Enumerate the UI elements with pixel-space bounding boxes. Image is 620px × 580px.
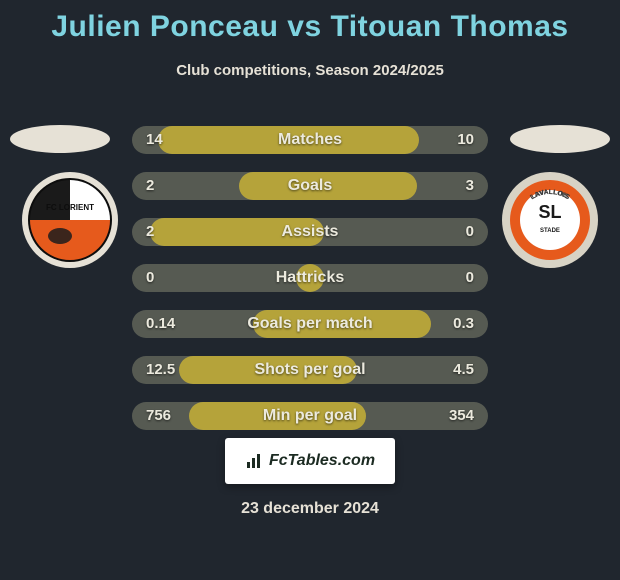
bar-fill-left — [150, 218, 310, 246]
bar-fill-left — [158, 126, 310, 154]
bar-bg-left — [132, 264, 310, 292]
stats-bars: Matches1410 Goals23 Assists20 Hattricks00 Go… — [132, 126, 488, 448]
left-club-badge: FC LORIENT — [20, 170, 120, 270]
brand-chart-icon — [245, 452, 263, 470]
bar-fill-right — [310, 126, 419, 154]
brand-text: FcTables.com — [269, 452, 375, 469]
date-text: 23 december 2024 — [0, 500, 620, 518]
bar-bg-right — [310, 264, 488, 292]
subtitle: Club competitions, Season 2024/2025 — [0, 62, 620, 79]
bar-fill-left — [189, 402, 310, 430]
right-club-badge: SL STADE LAVALLOIS LAVALLOIS — [500, 170, 600, 270]
bar-fill-right — [310, 356, 357, 384]
right-player-ellipse — [510, 125, 610, 153]
bar-fill-left — [179, 356, 310, 384]
stat-row: Hattricks00 — [132, 264, 488, 292]
bar-fill-left — [239, 172, 310, 200]
bar-fill-left — [253, 310, 310, 338]
left-player-ellipse — [10, 125, 110, 153]
svg-text:SL: SL — [538, 202, 561, 222]
svg-text:STADE: STADE — [540, 228, 560, 234]
svg-text:FC LORIENT: FC LORIENT — [46, 203, 94, 212]
stat-row: Goals23 — [132, 172, 488, 200]
stat-row: Shots per goal12.54.5 — [132, 356, 488, 384]
comparison-card: Julien Ponceau vs Titouan Thomas Club co… — [0, 0, 620, 580]
brand-badge[interactable]: FcTables.com — [225, 438, 395, 484]
page-title: Julien Ponceau vs Titouan Thomas — [0, 0, 620, 44]
stat-row: Goals per match0.140.3 — [132, 310, 488, 338]
bar-fill-right — [310, 402, 366, 430]
bar-bg-right — [310, 218, 488, 246]
bar-fill-right — [310, 310, 431, 338]
bar-fill-right — [310, 172, 417, 200]
stat-row: Assists20 — [132, 218, 488, 246]
stat-row: Matches1410 — [132, 126, 488, 154]
stat-row: Min per goal756354 — [132, 402, 488, 430]
